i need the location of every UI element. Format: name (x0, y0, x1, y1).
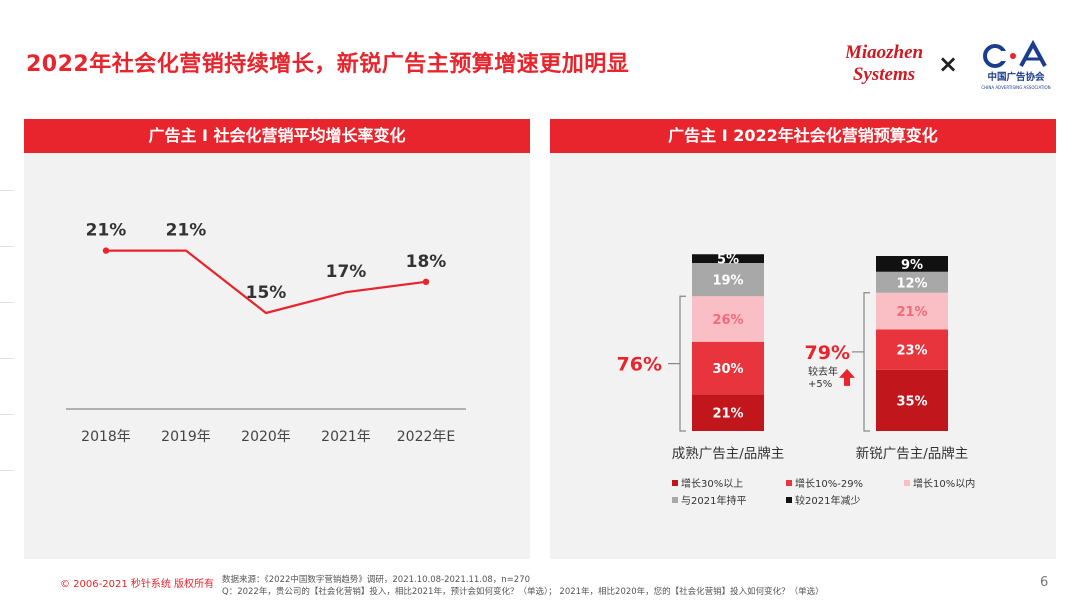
bar-segment-decrease (692, 254, 764, 263)
data-point (102, 247, 110, 254)
bar-segment-label: 23% (896, 344, 927, 359)
bar-segment-decrease (876, 256, 948, 272)
growth-rate-line-chart: 21% 2018年 21% 2019年 15% 2020年 17% 2021年 18% 2022年… (66, 221, 466, 445)
footer-copyright: © 2006-2021 秒针系统 版权所有 (60, 579, 215, 590)
budget-change-stacked-bar-chart: 21% 30% 26% 19% 5% 成熟广告主/品牌主 35% 23% 21% 12% 9% 新锐广… (617, 253, 976, 507)
data-label: 18% (406, 252, 447, 272)
growth-rate-panel-title: 广告主 I 社会化营销平均增长率变化 (24, 119, 530, 153)
x-tick-label: 2021年 (321, 429, 371, 445)
caa-logo-en: CHINA ADVERTISING ASSOCIATION (981, 85, 1050, 90)
new-note-line2: +5% (808, 379, 832, 390)
miaozhen-logo-line2: Systems (853, 64, 915, 85)
x-tick-label: 2020年 (241, 429, 291, 445)
bar-segment-label: 26% (712, 313, 743, 328)
x-tick-label: 2019年 (161, 429, 211, 445)
decor-line (0, 470, 14, 471)
decor-line (0, 358, 14, 359)
footer-source: 数据来源：《2022中国数字营销趋势》调研，2021.10.08-2021.11… (222, 574, 824, 598)
bar-segment-label: 5% (717, 253, 739, 268)
caa-logo: 中国广告协会 CHINA ADVERTISING ASSOCIATION (981, 40, 1051, 90)
decor-line (0, 302, 14, 303)
data-point (422, 278, 430, 285)
new-total-label: 79% (805, 342, 850, 364)
x-tick-label: 2022年E (397, 429, 455, 445)
bar-segment-flat (692, 263, 764, 297)
legend-swatch (904, 480, 910, 486)
miaozhen-logo-line1: Miaozhen (846, 42, 922, 63)
page-number: 6 (1040, 575, 1049, 590)
bar-segment-label: 9% (901, 258, 923, 273)
decor-line (0, 414, 14, 415)
miaozhen-logo: Miaozhen Systems (846, 42, 922, 85)
bar-segment-label: 19% (712, 274, 743, 289)
times-separator: × (938, 50, 959, 78)
x-tick-label: 成熟广告主/品牌主 (672, 445, 785, 462)
budget-change-panel: 广告主 I 2022年社会化营销预算变化 21% 30% 26% 19% 5% 成熟广告主… (550, 119, 1056, 559)
bar-segment-under10 (876, 292, 948, 330)
legend-swatch (786, 497, 792, 503)
bar-segment-10to29 (692, 341, 764, 395)
data-label: 21% (166, 221, 207, 241)
legend-label: 增长10%-29% (795, 477, 863, 490)
legend-swatch (672, 497, 678, 503)
bar-segment-label: 12% (896, 276, 927, 291)
bar-segment-30plus (692, 394, 764, 431)
footer-source-line2: Q：2022年，贵公司的【社会化营销】投入，相比2021年，预计会如何变化？（单… (222, 587, 824, 597)
bar-segment-label: 35% (896, 394, 927, 409)
new-note-line1: 较去年 (808, 365, 838, 378)
bar-segment-30plus (876, 369, 948, 431)
bracket-mature (679, 295, 686, 432)
data-label: 17% (326, 262, 367, 282)
legend-label: 较2021年减少 (795, 494, 860, 507)
bar-segment-under10 (692, 296, 764, 342)
bar-segment-label: 30% (712, 362, 743, 377)
x-tick-label: 2018年 (81, 429, 131, 445)
x-tick-label: 新锐广告主/品牌主 (856, 445, 969, 462)
bar-segment-flat (876, 271, 948, 293)
bar-segment-label: 21% (896, 305, 927, 320)
legend-label: 增长10%以内 (913, 477, 975, 490)
data-label: 15% (246, 283, 287, 303)
bracket-new (863, 292, 870, 432)
series-line (106, 249, 427, 315)
footer-source-line1: 数据来源：《2022中国数字营销趋势》调研，2021.10.08-2021.11… (222, 575, 531, 585)
up-arrow-icon (839, 368, 855, 386)
legend-label: 与2021年持平 (681, 494, 746, 507)
bar-segment-label: 21% (712, 407, 743, 422)
legend-swatch (672, 480, 678, 486)
data-label: 21% (86, 221, 127, 241)
budget-change-panel-title: 广告主 I 2022年社会化营销预算变化 (550, 119, 1056, 153)
mature-total-label: 76% (617, 354, 662, 376)
caa-logo-cn: 中国广告协会 (987, 71, 1045, 83)
growth-rate-panel: 广告主 I 社会化营销平均增长率变化 21% 2018年 21% 2019年 15% 20… (24, 119, 530, 559)
decor-line (0, 190, 14, 191)
legend-label: 增长30%以上 (681, 477, 743, 490)
page-title: 2022年社会化营销持续增长，新锐广告主预算增速更加明显 (26, 52, 630, 77)
legend-swatch (786, 480, 792, 486)
decor-line (0, 246, 14, 247)
bar-segment-10to29 (876, 329, 948, 370)
